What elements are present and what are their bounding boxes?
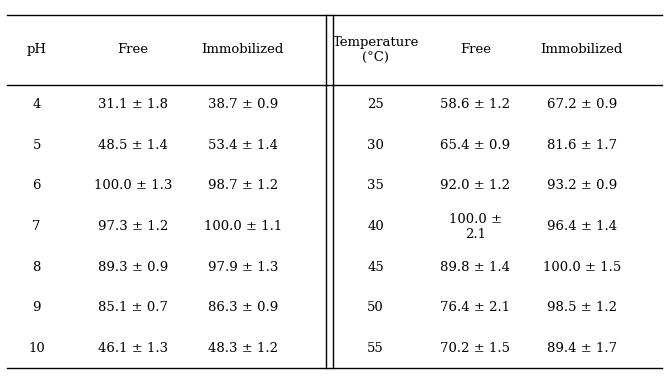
Text: Immobilized: Immobilized: [201, 43, 284, 56]
Text: Free: Free: [460, 43, 491, 56]
Text: 40: 40: [367, 220, 384, 233]
Text: 50: 50: [367, 301, 384, 314]
Text: 96.4 ± 1.4: 96.4 ± 1.4: [547, 220, 617, 233]
Text: 55: 55: [367, 342, 384, 355]
Text: 10: 10: [28, 342, 45, 355]
Text: 100.0 ± 1.3: 100.0 ± 1.3: [94, 179, 172, 193]
Text: 65.4 ± 0.9: 65.4 ± 0.9: [440, 139, 511, 152]
Text: 100.0 ± 1.5: 100.0 ± 1.5: [543, 261, 621, 274]
Text: 35: 35: [367, 179, 384, 193]
Text: 98.5 ± 1.2: 98.5 ± 1.2: [547, 301, 617, 314]
Text: 70.2 ± 1.5: 70.2 ± 1.5: [440, 342, 511, 355]
Text: 53.4 ± 1.4: 53.4 ± 1.4: [207, 139, 278, 152]
Text: 93.2 ± 0.9: 93.2 ± 0.9: [547, 179, 617, 193]
Text: 98.7 ± 1.2: 98.7 ± 1.2: [207, 179, 278, 193]
Text: Free: Free: [118, 43, 148, 56]
Text: 5: 5: [33, 139, 41, 152]
Text: 46.1 ± 1.3: 46.1 ± 1.3: [98, 342, 168, 355]
Text: 6: 6: [33, 179, 41, 193]
Text: 85.1 ± 0.7: 85.1 ± 0.7: [98, 301, 168, 314]
Text: 81.6 ± 1.7: 81.6 ± 1.7: [547, 139, 617, 152]
Text: 31.1 ± 1.8: 31.1 ± 1.8: [98, 99, 168, 111]
Text: 67.2 ± 0.9: 67.2 ± 0.9: [547, 99, 617, 111]
Text: 48.5 ± 1.4: 48.5 ± 1.4: [98, 139, 168, 152]
Text: Immobilized: Immobilized: [541, 43, 623, 56]
Text: 89.4 ± 1.7: 89.4 ± 1.7: [547, 342, 617, 355]
Text: 86.3 ± 0.9: 86.3 ± 0.9: [207, 301, 278, 314]
Text: 100.0 ± 1.1: 100.0 ± 1.1: [203, 220, 282, 233]
Text: 4: 4: [33, 99, 41, 111]
Text: 30: 30: [367, 139, 384, 152]
Text: 58.6 ± 1.2: 58.6 ± 1.2: [440, 99, 511, 111]
Text: 97.9 ± 1.3: 97.9 ± 1.3: [207, 261, 278, 274]
Text: 100.0 ±
2.1: 100.0 ± 2.1: [449, 212, 502, 241]
Text: 89.8 ± 1.4: 89.8 ± 1.4: [440, 261, 511, 274]
Text: 89.3 ± 0.9: 89.3 ± 0.9: [98, 261, 168, 274]
Text: 7: 7: [33, 220, 41, 233]
Text: 9: 9: [33, 301, 41, 314]
Text: pH: pH: [27, 43, 47, 56]
Text: 45: 45: [367, 261, 384, 274]
Text: Temperature
(°C): Temperature (°C): [332, 36, 419, 64]
Text: 76.4 ± 2.1: 76.4 ± 2.1: [440, 301, 511, 314]
Text: 97.3 ± 1.2: 97.3 ± 1.2: [98, 220, 168, 233]
Text: 92.0 ± 1.2: 92.0 ± 1.2: [440, 179, 511, 193]
Text: 38.7 ± 0.9: 38.7 ± 0.9: [207, 99, 278, 111]
Text: 25: 25: [367, 99, 384, 111]
Text: 48.3 ± 1.2: 48.3 ± 1.2: [207, 342, 278, 355]
Text: 8: 8: [33, 261, 41, 274]
